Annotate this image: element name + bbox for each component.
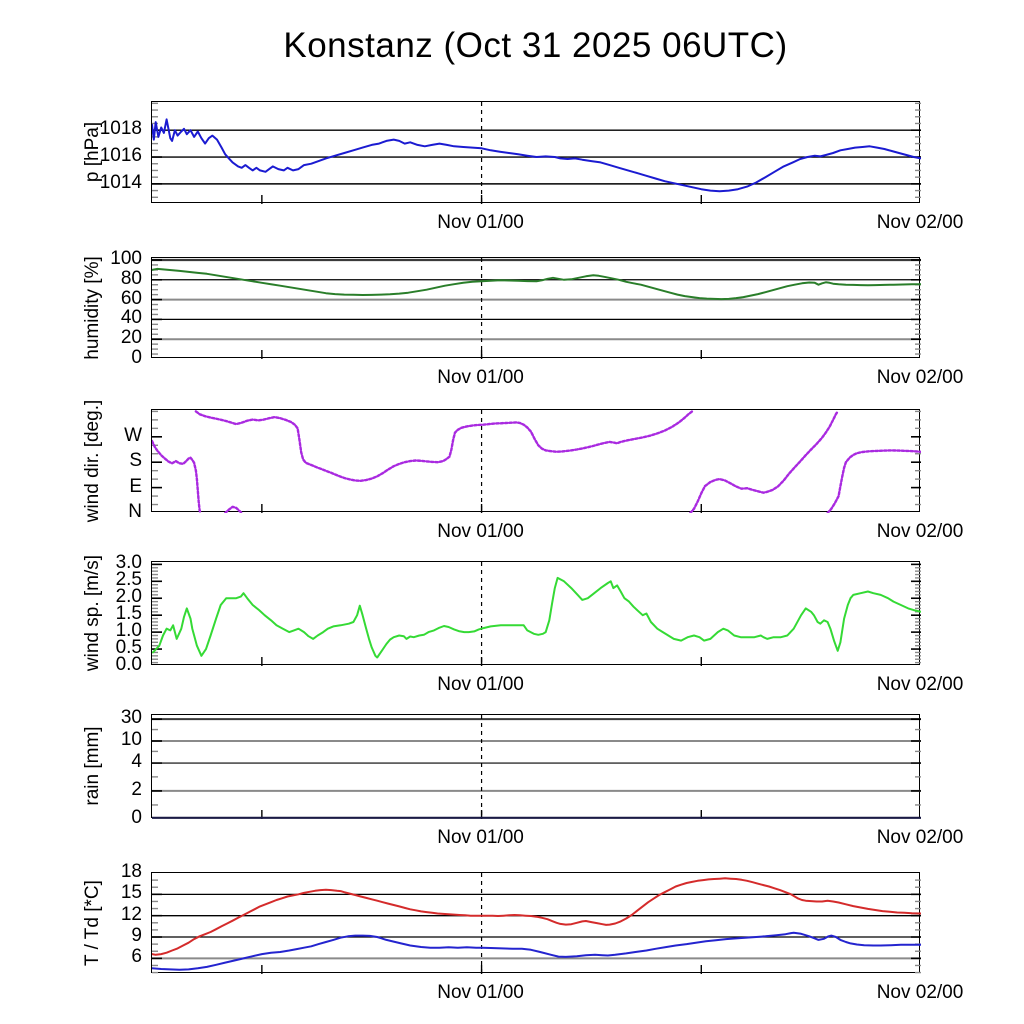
y-tick-label: 30 xyxy=(120,707,142,729)
y-tick-label: 60 xyxy=(120,287,142,309)
x-tick-label: Nov 01/00 xyxy=(437,674,524,695)
y-axis-title-wind-direction: wind dir. [deg.] xyxy=(82,399,103,522)
x-tick-label: Nov 02/00 xyxy=(876,521,964,542)
y-tick-label: 1014 xyxy=(99,171,142,193)
panel-pressure-canvas xyxy=(152,102,921,204)
x-tick-label: Nov 01/00 xyxy=(437,367,524,388)
y-tick-label: 3.0 xyxy=(115,552,142,574)
y-tick-label: 1.5 xyxy=(115,603,142,625)
panel-pressure xyxy=(151,101,921,204)
series-pressure-line xyxy=(152,118,921,193)
panel-wind-speed-canvas xyxy=(152,562,921,666)
panel-rain-canvas xyxy=(152,715,921,819)
y-axis-title-temperature-dewpoint: T / Td [*C] xyxy=(82,879,103,966)
y-tick-label: 2.5 xyxy=(115,569,142,591)
panel-wind-direction-canvas xyxy=(152,410,921,513)
x-tick-label: Nov 02/00 xyxy=(876,827,964,848)
y-tick-label: 0 xyxy=(131,347,142,368)
y-tick-label: 1016 xyxy=(99,145,142,167)
y-tick-label: 0.0 xyxy=(115,654,142,675)
y-tick-label: 18 xyxy=(120,861,142,882)
y-axis-title-humidity: humidity [%] xyxy=(82,255,103,360)
series-wind-direction-line xyxy=(826,449,921,513)
y-tick-label: W xyxy=(124,424,142,446)
y-tick-label: 1018 xyxy=(99,118,142,140)
series-wind-speed-line xyxy=(152,576,921,659)
series-wind-direction-line xyxy=(689,410,839,513)
y-tick-label: E xyxy=(129,475,142,497)
panel-rain xyxy=(151,714,921,819)
y-tick-label: 100 xyxy=(110,247,142,269)
y-tick-label: S xyxy=(129,450,142,472)
y-tick-label: N xyxy=(128,501,142,522)
y-tick-label: 10 xyxy=(120,729,142,750)
y-tick-label: 2 xyxy=(131,778,142,800)
y-tick-label: 2.0 xyxy=(115,586,142,608)
y-tick-label: 9 xyxy=(131,925,142,946)
y-axis-title-rain: rain [mm] xyxy=(82,726,103,806)
y-tick-label: 0.5 xyxy=(115,637,142,659)
x-tick-label: Nov 02/00 xyxy=(876,982,964,1003)
panel-temperature-dewpoint xyxy=(151,872,921,974)
y-tick-label: 15 xyxy=(120,882,142,904)
panel-humidity xyxy=(151,257,921,359)
x-tick-label: Nov 02/00 xyxy=(876,212,964,233)
x-tick-label: Nov 02/00 xyxy=(876,367,964,388)
series-humidity-line xyxy=(152,267,921,301)
y-tick-label: 0 xyxy=(131,807,142,828)
y-axis-title-pressure: p [hPa] xyxy=(82,121,103,183)
y-axis-title-wind-speed: wind sp. [m/s] xyxy=(82,554,103,672)
y-tick-label: 20 xyxy=(120,327,142,349)
y-tick-label: 40 xyxy=(120,307,142,329)
series-wind-direction-line xyxy=(152,439,202,513)
panel-temperature-dewpoint-canvas xyxy=(152,873,921,974)
panel-wind-speed xyxy=(151,561,921,666)
series-wind-direction-line xyxy=(194,410,694,483)
chart-title: Konstanz (Oct 31 2025 06UTC) xyxy=(283,26,788,65)
y-tick-label: 4 xyxy=(131,751,142,773)
series-dewpoint-line xyxy=(152,931,921,971)
x-tick-label: Nov 01/00 xyxy=(437,827,524,848)
y-tick-label: 1.0 xyxy=(115,620,142,642)
y-tick-label: 6 xyxy=(131,946,142,968)
x-tick-label: Nov 01/00 xyxy=(437,212,524,233)
x-tick-label: Nov 01/00 xyxy=(437,982,524,1003)
panel-humidity-canvas xyxy=(152,258,921,359)
series-wind-direction-line xyxy=(223,505,243,513)
x-tick-label: Nov 02/00 xyxy=(876,674,964,695)
x-tick-label: Nov 01/00 xyxy=(437,521,524,542)
y-tick-label: 80 xyxy=(120,267,142,289)
series-temperature-line xyxy=(152,877,921,956)
panel-wind-direction xyxy=(151,409,921,513)
y-tick-label: 12 xyxy=(120,903,142,925)
